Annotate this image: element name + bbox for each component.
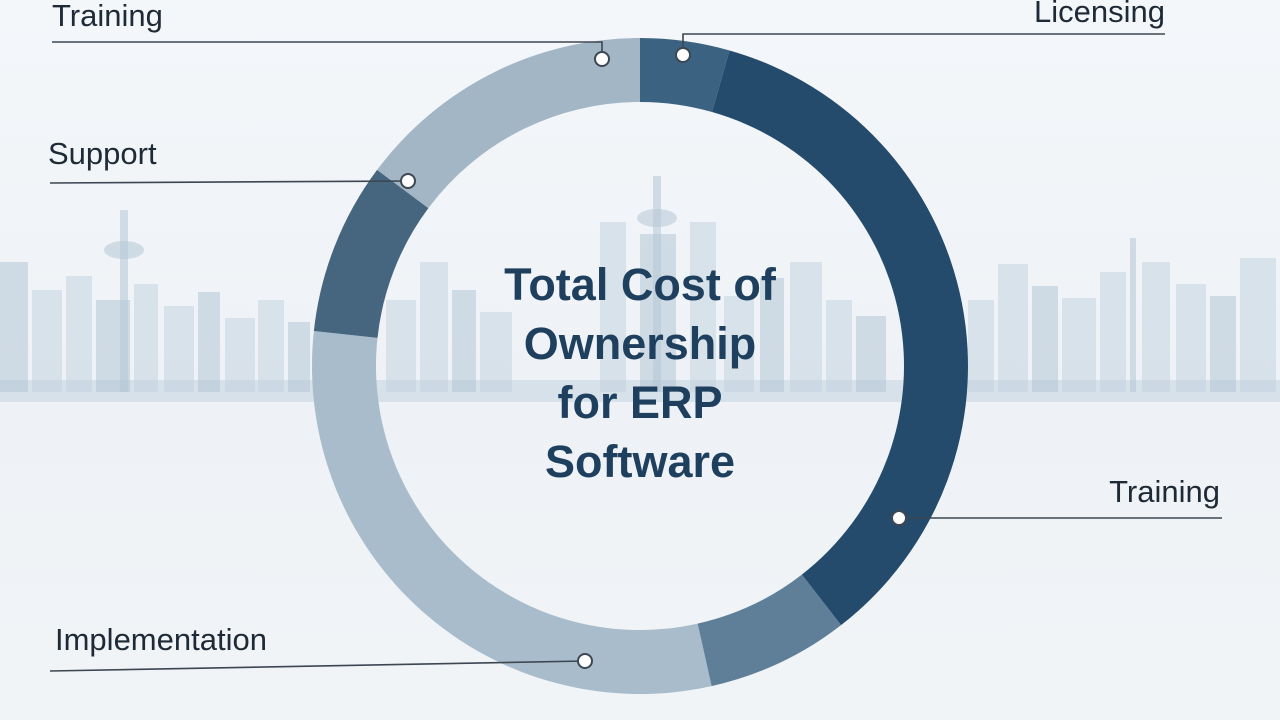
skyline-building <box>1210 296 1236 392</box>
donut-segment-1 <box>640 38 730 113</box>
donut-segments <box>312 38 968 694</box>
skyline-building <box>0 262 28 392</box>
skyline-building <box>1032 286 1058 392</box>
skyline-tower <box>120 210 128 392</box>
donut-segment-4 <box>312 331 712 694</box>
skyline-building <box>386 300 416 392</box>
skyline-building <box>790 262 822 392</box>
skyline-building <box>452 290 476 392</box>
leader-dot <box>400 173 416 189</box>
leader-line <box>682 33 1165 55</box>
skyline-tower-pod <box>637 209 677 227</box>
title-line-2: Ownership <box>523 318 757 369</box>
skyline-building <box>968 300 994 392</box>
title-line-1: Total Cost of <box>504 259 776 310</box>
donut-segment-3 <box>697 574 842 687</box>
chart-title: Total Cost of Ownership for ERP Software <box>440 255 840 491</box>
skyline-tower-pod <box>104 241 144 259</box>
title-line-3: for ERP <box>557 377 723 428</box>
donut-segment-2 <box>712 50 968 626</box>
skyline-building <box>724 296 754 392</box>
leader-dot <box>594 51 610 67</box>
skyline-tower <box>653 176 661 392</box>
skyline-building <box>690 222 716 392</box>
skyline-building <box>1142 262 1170 392</box>
skyline-building <box>32 290 62 392</box>
skyline-building <box>1240 258 1276 392</box>
skyline-building <box>288 322 310 392</box>
leader-dot <box>675 47 691 63</box>
skyline-building <box>225 318 255 392</box>
skyline-building <box>198 292 220 392</box>
leader-dot <box>891 510 907 526</box>
leader-dot <box>577 653 593 669</box>
skyline-building <box>66 276 92 392</box>
skyline-building <box>600 222 626 392</box>
skyline-building <box>164 306 194 392</box>
leader-line <box>49 660 586 672</box>
skyline-building <box>134 284 158 392</box>
skyline-building <box>1176 284 1206 392</box>
skyline-building <box>826 300 852 392</box>
leader-line <box>52 41 603 59</box>
donut-segment-5 <box>313 169 429 338</box>
segment-label-training: Training <box>52 0 163 33</box>
skyline-building <box>258 300 284 392</box>
donut-segment-6 <box>377 38 640 209</box>
skyline-building <box>998 264 1028 392</box>
skyline-building <box>1100 272 1126 392</box>
segment-labels: Licensing Training Implementation Support Tr… <box>48 0 1222 672</box>
skyline-building <box>760 278 784 392</box>
segment-label-implementation: Implementation <box>55 622 267 657</box>
leader-line <box>49 180 409 184</box>
segment-label-training: Training <box>1109 474 1220 509</box>
segment-label-support: Support <box>48 136 157 171</box>
skyline-building <box>480 312 512 392</box>
skyline-building <box>1130 238 1136 392</box>
segment-label-licensing: Licensing <box>1034 0 1165 29</box>
skyline-building <box>1062 298 1096 392</box>
city-skyline-background <box>0 176 1280 402</box>
skyline-building <box>856 316 886 392</box>
title-line-4: Software <box>544 436 736 487</box>
skyline-building <box>420 262 448 392</box>
